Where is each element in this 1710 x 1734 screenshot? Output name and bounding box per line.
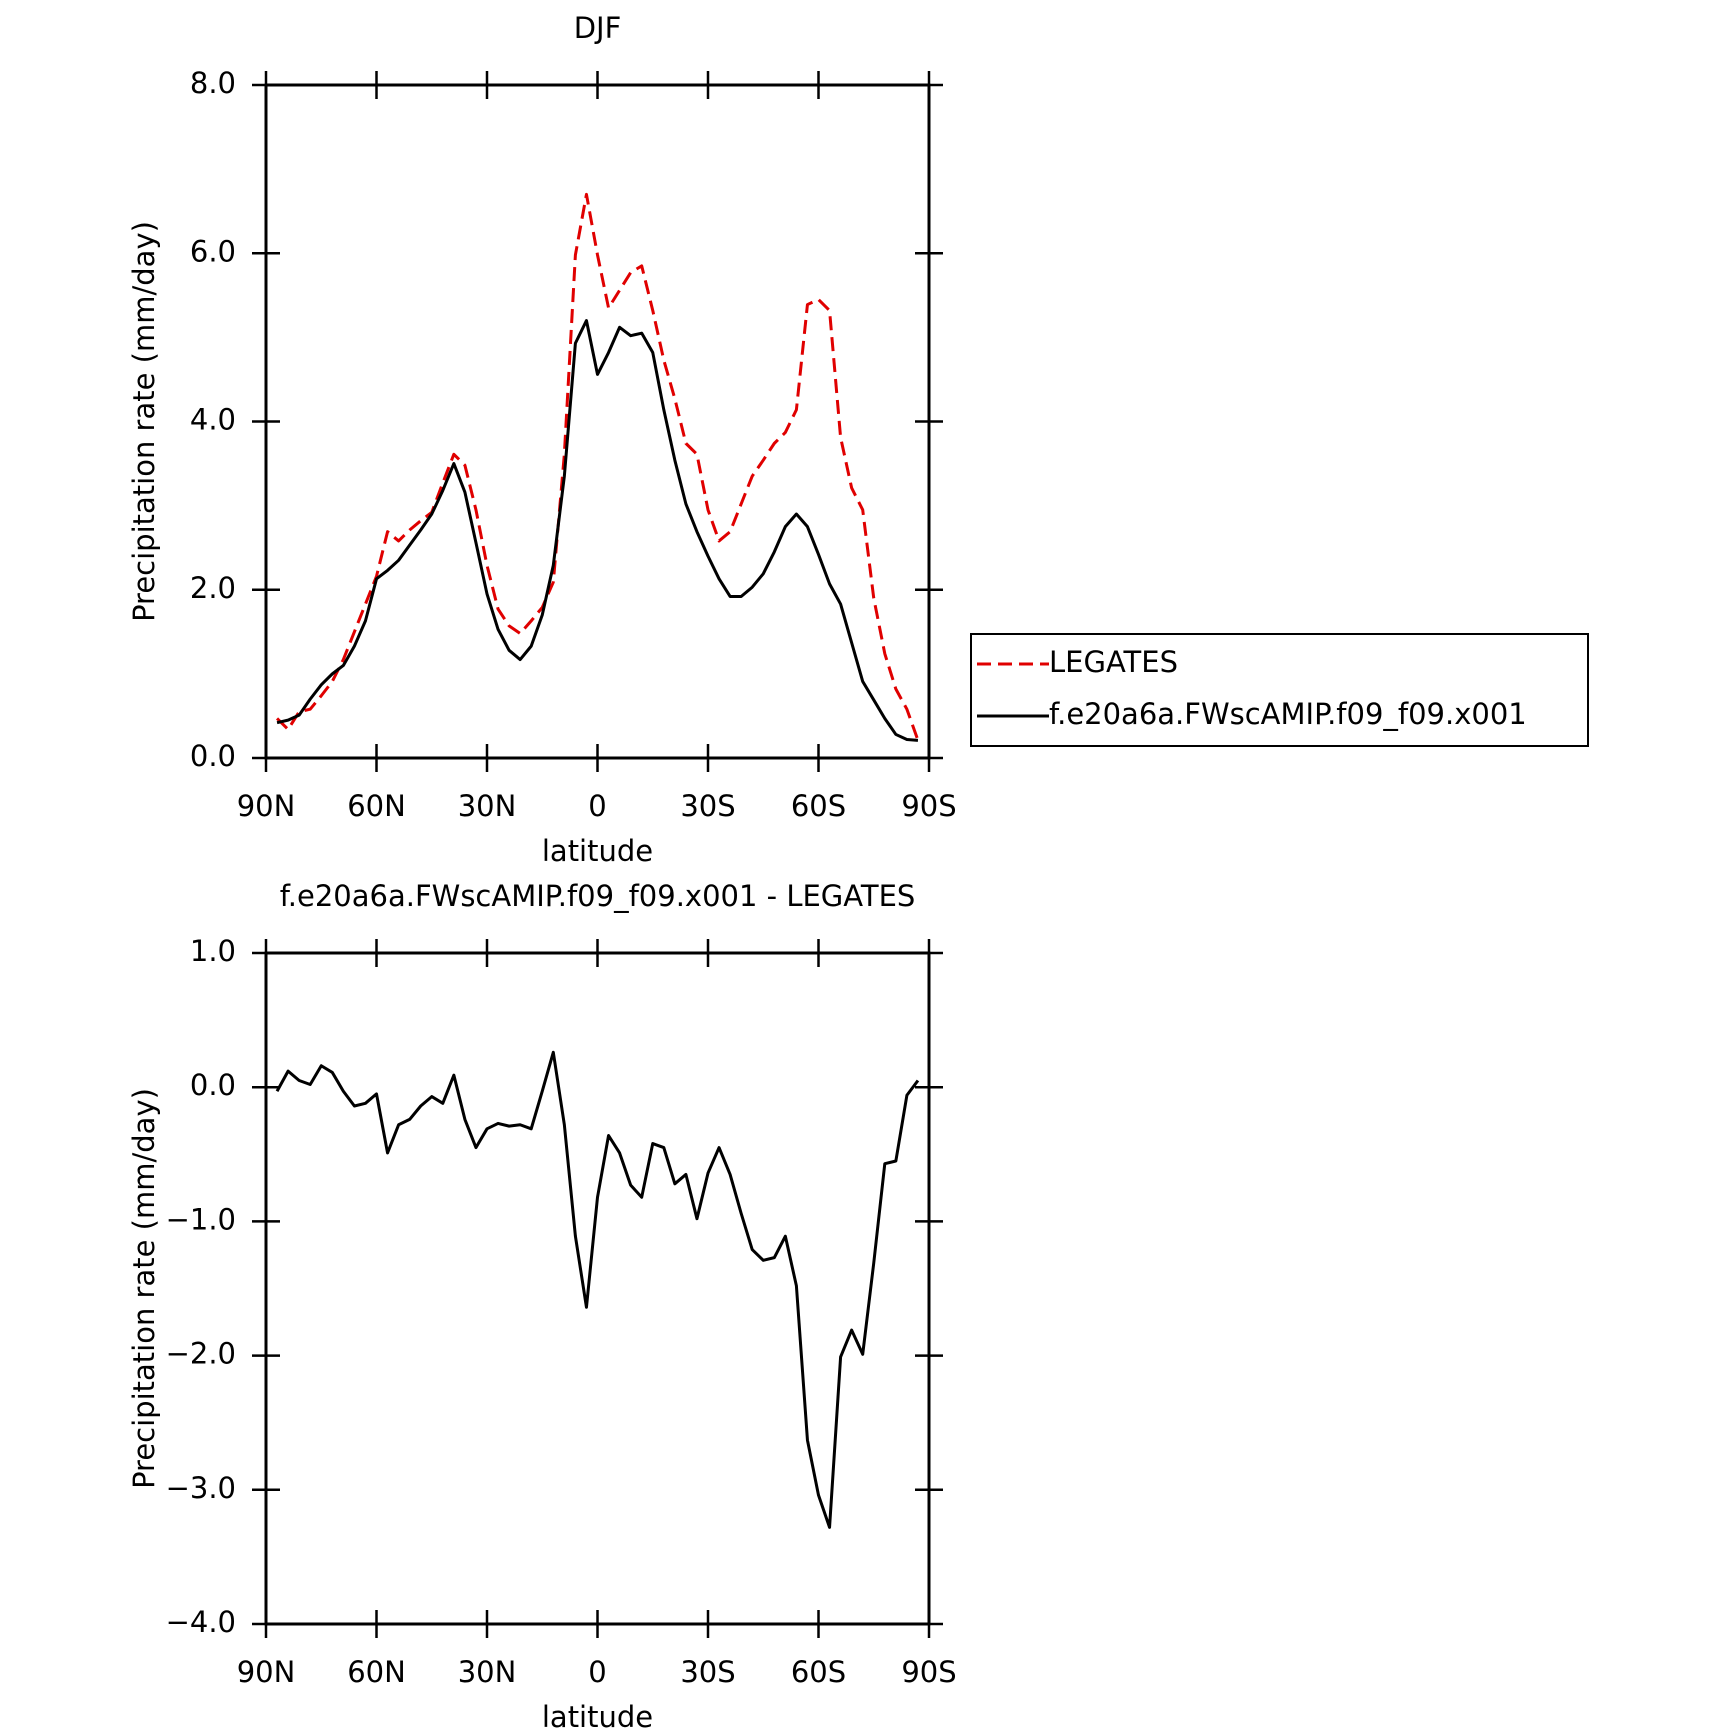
x-tick-label: 90N: [237, 1655, 296, 1689]
x-tick-label: 30S: [680, 1655, 735, 1689]
y-tick-label: 6.0: [190, 234, 236, 268]
x-tick-label: 60N: [347, 1655, 406, 1689]
plot-frame: [264, 83, 931, 760]
y-tick-label: 0.0: [190, 1068, 236, 1102]
y-axis-label: Precipitation rate (mm/day): [127, 221, 161, 622]
x-axis-label: latitude: [542, 834, 653, 868]
data-line: [276, 319, 919, 742]
x-axis-label: latitude: [542, 1700, 653, 1734]
y-tick-label: −2.0: [166, 1337, 236, 1371]
y-tick-label: −4.0: [166, 1605, 236, 1639]
plot: DJF latitude Precipitation rate (mm/day) 0.…: [127, 11, 957, 868]
y-tick-label: 8.0: [190, 66, 236, 100]
y-tick-label: −3.0: [166, 1471, 236, 1505]
plot: f.e20a6a.FWscAMIP.f09_f09.x001 - LEGATES…: [127, 879, 957, 1734]
x-tick-label: 90S: [901, 1655, 956, 1689]
y-axis-label: Precipitation rate (mm/day): [127, 1088, 161, 1489]
y-tick-label: 2.0: [190, 571, 236, 605]
x-tick-label: 30N: [458, 789, 517, 823]
x-tick-label: 90N: [237, 789, 296, 823]
y-tick-label: 1.0: [190, 934, 236, 968]
y-tick-label: 0.0: [190, 739, 236, 773]
legend-label: f.e20a6a.FWscAMIP.f09_f09.x001: [1049, 697, 1527, 731]
legend-label: LEGATES: [1049, 645, 1178, 679]
legend: LEGATES f.e20a6a.FWscAMIP.f09_f09.x001: [970, 633, 1589, 747]
plot-frame: [264, 951, 931, 1626]
x-tick-label: 90S: [901, 789, 956, 823]
x-tick-label: 60N: [347, 789, 406, 823]
x-tick-label: 0: [588, 1655, 606, 1689]
y-tick-label: −1.0: [166, 1202, 236, 1236]
x-tick-label: 60S: [791, 1655, 846, 1689]
chart-title: DJF: [574, 11, 622, 45]
x-tick-label: 0: [588, 789, 606, 823]
x-tick-label: 30S: [680, 789, 735, 823]
data-line: [275, 192, 920, 741]
legend-box: [970, 633, 1589, 747]
x-tick-label: 30N: [458, 1655, 517, 1689]
data-line: [275, 1050, 920, 1529]
x-tick-label: 60S: [791, 789, 846, 823]
y-tick-label: 4.0: [190, 403, 236, 437]
chart-title: f.e20a6a.FWscAMIP.f09_f09.x001 - LEGATES: [280, 879, 916, 913]
